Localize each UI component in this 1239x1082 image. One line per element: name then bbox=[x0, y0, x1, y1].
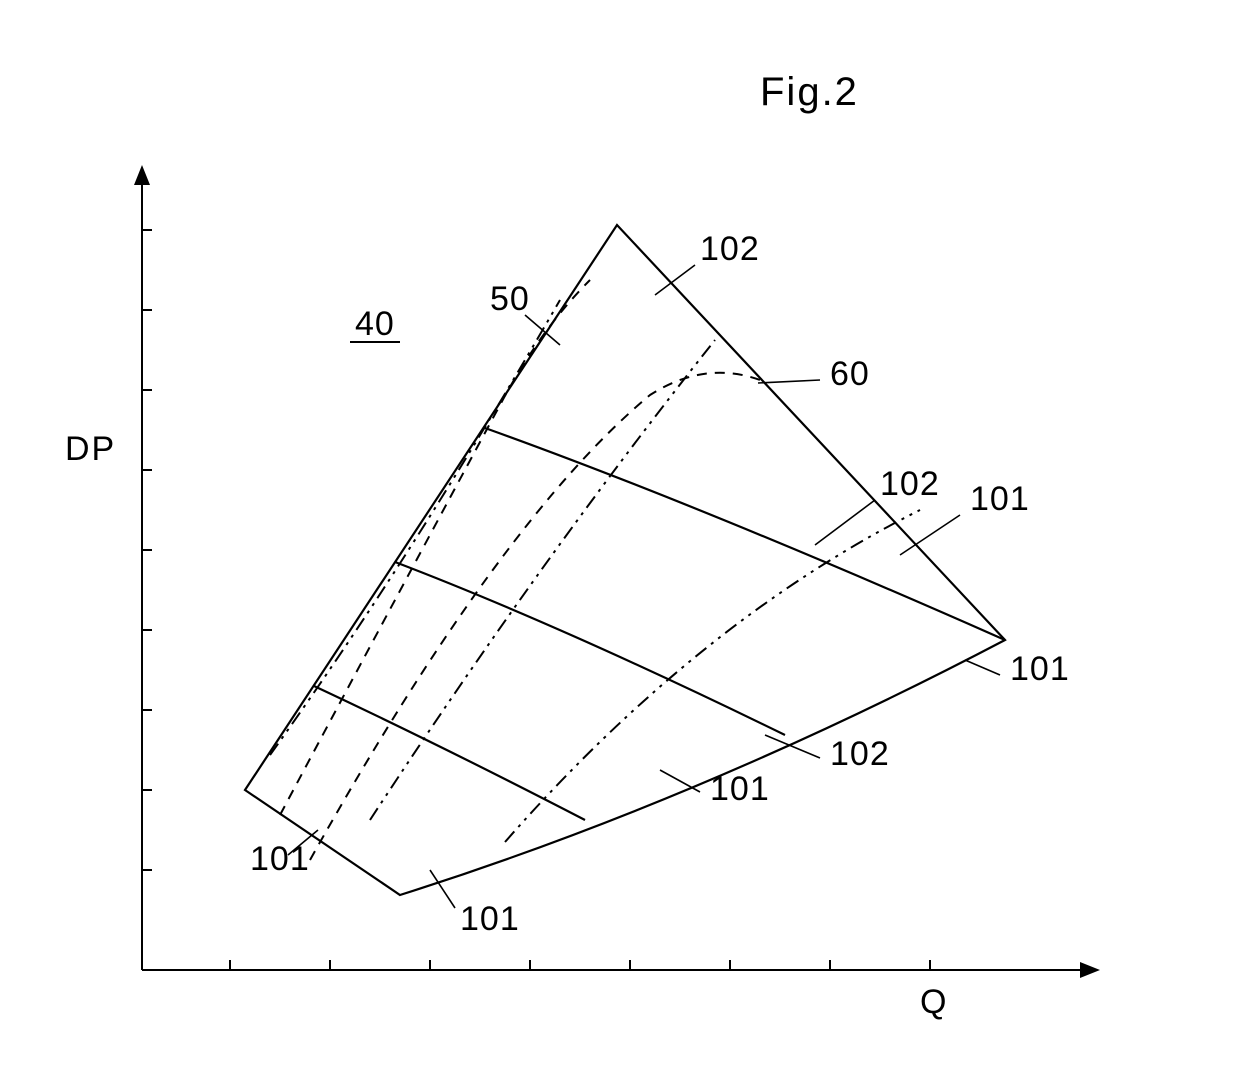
curve-50 bbox=[280, 280, 590, 815]
callout-leader bbox=[900, 515, 960, 555]
x-axis-label: Q bbox=[920, 983, 948, 1021]
callout-leader bbox=[815, 500, 875, 545]
callout-leader bbox=[655, 265, 695, 295]
y-axis-label: DP bbox=[65, 430, 116, 468]
callout-label: 101 bbox=[460, 900, 520, 938]
region-label-40: 40 bbox=[350, 305, 400, 343]
callout-label: 101 bbox=[970, 480, 1030, 518]
callout-label: 50 bbox=[490, 280, 530, 318]
callout-leader bbox=[430, 870, 455, 908]
callout-label: 102 bbox=[830, 735, 890, 773]
callout-leader bbox=[758, 380, 820, 383]
callout-label: 101 bbox=[250, 840, 310, 878]
figure-title: Fig.2 bbox=[760, 70, 859, 114]
callout-label: 60 bbox=[830, 355, 870, 393]
callout-leader bbox=[965, 660, 1000, 675]
callout-leader bbox=[765, 735, 820, 758]
callout-label: 101 bbox=[1010, 650, 1070, 688]
y-axis-arrow bbox=[134, 165, 150, 185]
callout-label: 101 bbox=[710, 770, 770, 808]
callout-label: 102 bbox=[880, 465, 940, 503]
y-ticks bbox=[142, 230, 152, 870]
callout-leader bbox=[660, 770, 700, 792]
x-axis-arrow bbox=[1080, 962, 1100, 978]
figure-canvas: Fig.2 DP Q bbox=[0, 0, 1239, 1082]
axes: DP Q bbox=[65, 165, 1100, 1021]
svg-text:40: 40 bbox=[355, 305, 395, 343]
x-ticks bbox=[230, 960, 930, 970]
callout-label: 102 bbox=[700, 230, 760, 268]
